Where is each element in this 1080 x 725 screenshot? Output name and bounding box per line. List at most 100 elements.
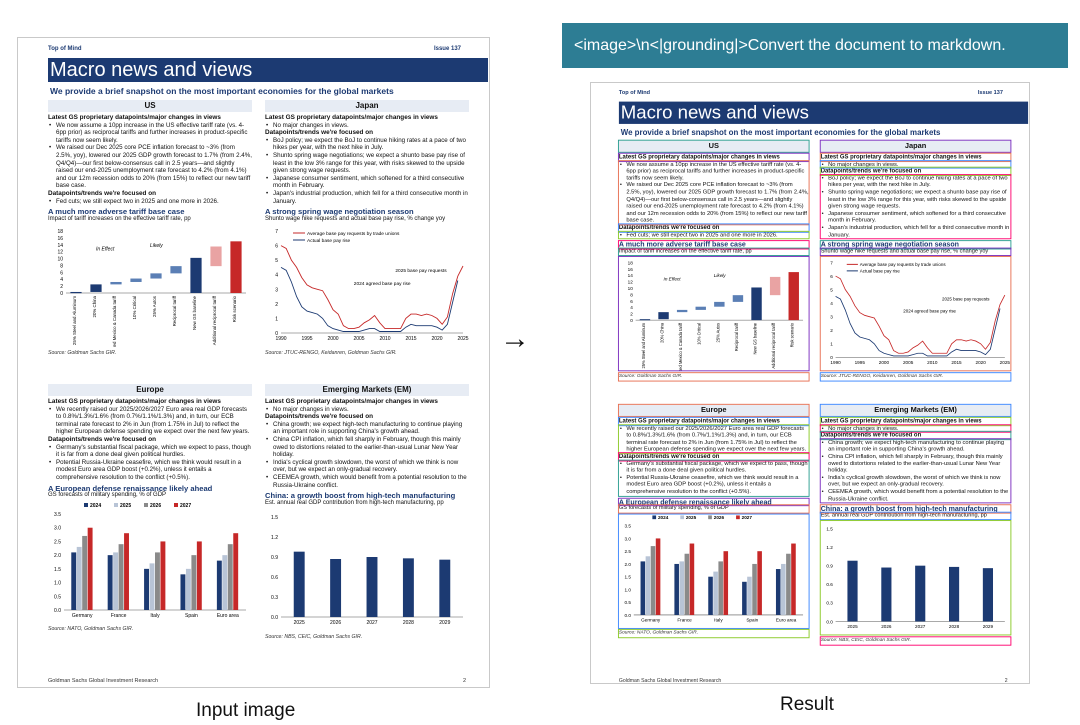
china-chart: 0.0 0.3 0.6 0.9 1.2 1.5 2025 2026 2027 2028 2029	[271, 515, 463, 626]
x-tick-label: 2026	[330, 620, 341, 626]
chart-source: Source: NATO, Goldman Sachs GIR.	[618, 630, 699, 636]
section-em: Emerging Markets (EM) Latest GS propriet…	[820, 404, 1011, 644]
x-tick-label: 2029	[439, 620, 450, 626]
bar	[655, 538, 661, 615]
bar	[180, 574, 186, 610]
chart-subtitle: Est. annual real GDP contribution from h…	[820, 512, 987, 518]
china-chart: 0.0 0.3 0.6 0.9 1.2 1.5 2025 2026 2027 2028 2029	[826, 527, 1005, 629]
y-tick-label: 3.0	[54, 525, 61, 531]
y-tick-label: 6	[275, 244, 278, 250]
y-tick-label: 1.5	[625, 574, 632, 579]
legend-label: 2027	[742, 515, 753, 520]
y-tick-label: 2	[630, 312, 633, 317]
y-tick-label: 0.6	[271, 575, 278, 581]
section-title: US	[48, 100, 252, 112]
list-item: No major changes in views.	[265, 406, 469, 414]
list-item: Fed cuts; we still expect two in 2025 an…	[48, 198, 252, 206]
y-tick-label: 4	[830, 301, 833, 306]
y-tick-label: 6	[630, 299, 633, 304]
section-heading: Datapoints/trends we're focused on	[618, 453, 720, 460]
x-tick-label: Additional reciprocal tariff	[212, 296, 217, 346]
y-tick-label: 18	[57, 229, 63, 235]
y-tick-label: 8	[60, 264, 63, 270]
bar	[70, 292, 82, 294]
y-tick-label: 2.0	[625, 562, 632, 567]
section-title: US	[618, 140, 809, 152]
series-line	[835, 296, 1001, 357]
x-tick-label: Additional reciprocal tariff	[771, 322, 776, 369]
x-tick-label: Risk scenario	[232, 296, 237, 323]
x-tick-label: 2029	[983, 624, 994, 629]
y-tick-label: 18	[628, 261, 634, 266]
x-tick-label: 1990	[830, 360, 841, 365]
list-item: We now assume a 10pp increase in the US …	[48, 122, 252, 145]
bar	[155, 552, 160, 610]
x-tick-label: 2015	[951, 360, 962, 365]
bar	[948, 567, 960, 622]
y-tick-label: 2.5	[54, 539, 61, 545]
section-heading: Datapoints/trends we're focused on	[820, 431, 922, 439]
bar	[881, 567, 892, 622]
x-tick-label: 2000	[879, 360, 890, 365]
doc-subtitle: We provide a brief snapshot on the most …	[620, 127, 941, 137]
y-tick-label: 12	[628, 280, 634, 285]
issue-label: Issue 137	[977, 90, 1003, 97]
section-title: Japan	[265, 100, 469, 112]
legend-swatch	[652, 515, 657, 519]
chart-source: Source: Goldman Sachs GIR.	[618, 373, 683, 379]
section-heading: Datapoints/trends we're focused on	[48, 189, 157, 197]
x-tick-label: Germany	[641, 617, 661, 622]
bar	[713, 571, 718, 615]
y-tick-label: 1	[830, 342, 833, 347]
y-tick-label: 3.5	[625, 523, 632, 528]
x-tick-label: 2026	[881, 624, 892, 629]
x-tick-label: Italy	[714, 617, 723, 622]
x-tick-label: 2028	[403, 620, 414, 626]
list-item: No major changes in views.	[821, 425, 1011, 432]
list-item: BoJ policy; we expect the BoJ to continu…	[265, 137, 469, 152]
chart-subtitle: Est. annual real GDP contribution from h…	[265, 499, 444, 506]
section-europe: Europe Latest GS proprietary datapoints/…	[48, 384, 252, 634]
defense-chart: 0.0 0.5 1.0 1.5 2.0 2.5 3.0 3.5 2024 2025 2026 2027…	[625, 515, 804, 622]
list-item: China CPI inflation, which fell sharply …	[821, 453, 1011, 474]
chart-title: A strong spring wage negotiation season	[820, 240, 959, 249]
doc-title: Macro news and views	[618, 101, 1029, 124]
legend-swatch	[114, 502, 118, 507]
x-tick-label: Germany	[72, 613, 93, 619]
list-item: China growth; we expect high-tech manufa…	[265, 421, 469, 436]
list-item: We raised our Dec 2025 core PCE inflatio…	[48, 144, 252, 190]
bar	[747, 576, 752, 615]
list-item: India's cyclical growth slowdown, the wo…	[265, 459, 469, 474]
bar	[118, 543, 124, 610]
bar	[293, 551, 305, 618]
section-title: Emerging Markets (EM)	[820, 404, 1011, 416]
wage-chart: 0 1 2 3 4 5 6 7 1990 1995 2000 2005 2010 2015 2020 2025…	[275, 229, 469, 342]
chart-subtitle: GS forecasts of military spending, % of …	[618, 505, 729, 511]
y-tick-label: 1.5	[826, 527, 833, 532]
wage-chart: 0 1 2 3 4 5 6 7 1990 1995 2000 2005 2010 2015 2020 2025…	[830, 261, 1010, 366]
chart-subtitle: Impact of tariff increases on the effect…	[48, 215, 191, 222]
x-tick-label: France	[677, 617, 692, 622]
list-item: No major changes in views.	[265, 122, 469, 130]
list-item: China CPI inflation, which fell sharply …	[265, 436, 469, 459]
top-of-mind-label: Top of Mind	[618, 90, 651, 97]
section-heading: Latest GS proprietary datapoints/major c…	[265, 114, 438, 121]
y-tick-label: 0.5	[625, 600, 632, 605]
section-title: Europe	[618, 404, 809, 416]
section-title: Emerging Markets (EM)	[265, 384, 469, 396]
footer-org: Goldman Sachs Global Investment Research	[48, 678, 159, 684]
legend-label: 2025	[686, 515, 697, 520]
chart-subtitle: GS forecasts of military spending, % of …	[48, 492, 167, 499]
annotation: In Effect	[96, 247, 115, 253]
bar	[781, 563, 786, 615]
bar	[144, 568, 149, 610]
bar	[689, 543, 695, 615]
x-tick-label: Reciprocal tariff	[734, 322, 739, 351]
y-tick-label: 1.0	[625, 587, 632, 592]
list-item: Fed cuts; we still expect two in 2025 an…	[619, 231, 809, 238]
x-tick-label: 2025	[847, 624, 858, 629]
x-tick-label: Limited Mexico & Canada tariff	[678, 322, 683, 370]
list-item: Shunto spring wage negotiations; we expe…	[821, 189, 1011, 210]
series-line	[280, 267, 459, 333]
